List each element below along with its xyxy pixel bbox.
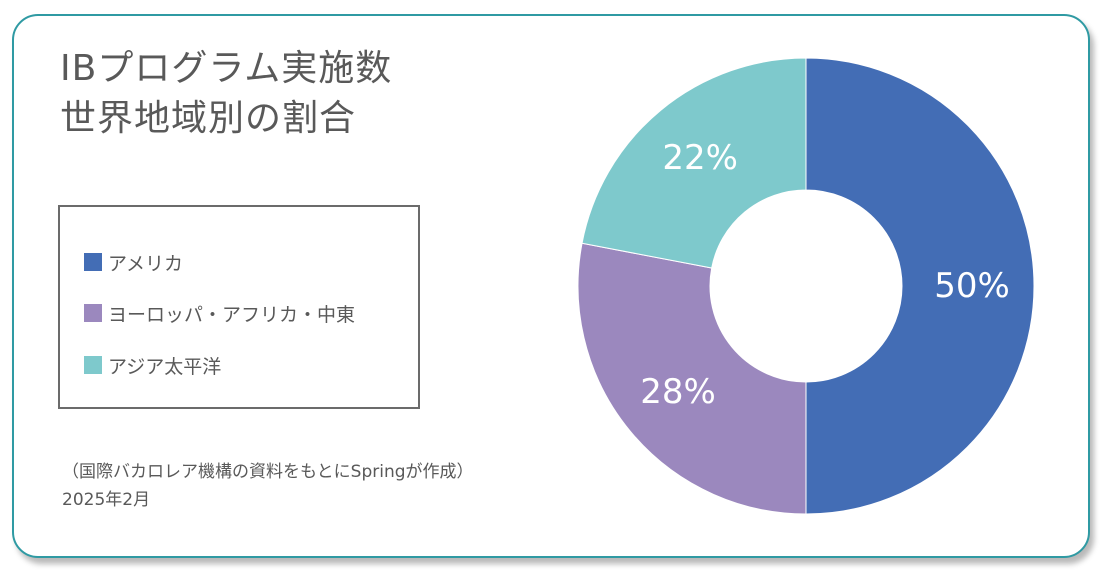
donut-label-asia-pacific: 22% [662, 138, 738, 178]
donut-chart: 50% 28% 22% [577, 57, 1035, 515]
donut-label-america: 50% [934, 266, 1010, 306]
legend-label-america: アメリカ [108, 252, 184, 275]
chart-title: IBプログラム実施数 世界地域別の割合 [60, 44, 392, 144]
legend-label-emea: ヨーロッパ・アフリカ・中東 [108, 303, 356, 326]
legend: アメリカ ヨーロッパ・アフリカ・中東 アジア太平洋 [58, 205, 420, 409]
legend-swatch-america [84, 253, 102, 271]
donut-slice-asia-pacific [581, 57, 807, 269]
legend-swatch-asia-pacific [84, 356, 102, 374]
legend-label-asia-pacific: アジア太平洋 [108, 355, 222, 378]
donut-slice-america [805, 57, 1035, 515]
chart-title-line-2: 世界地域別の割合 [60, 98, 357, 139]
legend-item-emea: ヨーロッパ・アフリカ・中東 [84, 301, 356, 326]
chart-title-line-1: IBプログラム実施数 [60, 48, 393, 89]
donut-label-emea: 28% [640, 372, 716, 412]
legend-item-america: アメリカ [84, 250, 184, 275]
legend-swatch-emea [84, 304, 102, 322]
source-note-line-1: （国際バカロレア機構の資料をもとにSpringが作成） [62, 462, 474, 482]
source-note-line-2: 2025年2月 [62, 490, 151, 510]
source-note: （国際バカロレア機構の資料をもとにSpringが作成） 2025年2月 [62, 458, 474, 514]
donut-slice-emea [577, 242, 807, 515]
legend-item-asia-pacific: アジア太平洋 [84, 353, 222, 378]
